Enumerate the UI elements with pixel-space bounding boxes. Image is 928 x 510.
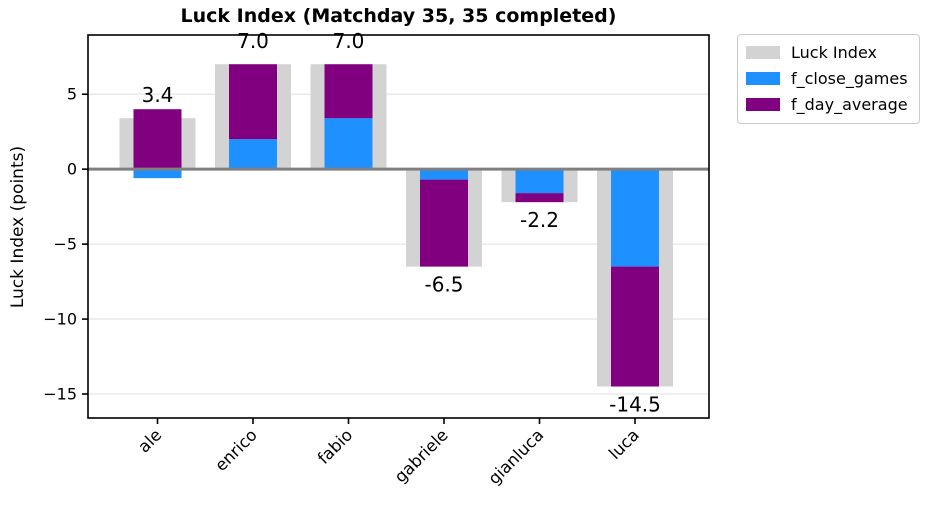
y-tick-label: −5	[53, 235, 77, 254]
plot-border	[87, 34, 710, 419]
f-day-average-legend-swatch	[746, 98, 780, 111]
luck-index-legend-swatch	[746, 46, 780, 59]
f_close_games-bar-fabio	[324, 118, 373, 170]
x-tick-label-ale: ale	[134, 425, 165, 456]
f_close_games-bar-gianluca	[515, 169, 564, 194]
f_day_average-bar-enrico	[229, 64, 277, 140]
bar-value-label-luca: -14.5	[609, 393, 661, 417]
bar-value-label-enrico: 7.0	[237, 29, 269, 53]
bar-value-label-gabriele: -6.5	[424, 273, 463, 297]
f_day_average-bar-gabriele	[420, 179, 468, 267]
x-tick-label-luca: luca	[605, 425, 643, 463]
x-tick-label-enrico: enrico	[211, 425, 261, 475]
f_close_games-bar-ale	[133, 169, 182, 179]
x-tick-label-gabriele: gabriele	[391, 425, 452, 486]
y-tick-label: −15	[43, 385, 77, 404]
f_close_games-bar-luca	[611, 169, 659, 267]
legend-item-luck-index: Luck Index	[746, 43, 909, 62]
legend-item-f-close-games: f_close_games	[746, 69, 909, 88]
y-tick-label: 0	[67, 160, 77, 179]
f_close_games-bar-gabriele	[420, 169, 468, 180]
f_day_average-bar-gianluca	[515, 193, 564, 203]
f_day_average-bar-luca	[611, 266, 659, 387]
bar-value-label-gianluca: -2.2	[520, 208, 559, 232]
legend-label-f-day-average: f_day_average	[791, 95, 908, 114]
x-tick-label-gianluca: gianluca	[484, 425, 547, 488]
x-tick-label-fabio: fabio	[314, 425, 356, 467]
f_day_average-bar-ale	[133, 109, 182, 170]
y-tick-label: −10	[43, 310, 77, 329]
f_day_average-bar-fabio	[324, 64, 373, 119]
legend-label-luck-index: Luck Index	[791, 43, 877, 62]
y-tick-label: 5	[67, 85, 77, 104]
chart-title: Luck Index (Matchday 35, 35 completed)	[180, 5, 617, 27]
legend-item-f-day-average: f_day_average	[746, 95, 909, 114]
f_close_games-bar-enrico	[229, 139, 277, 170]
bar-value-label-ale: 3.4	[142, 83, 174, 107]
legend-label-f-close-games: f_close_games	[791, 69, 908, 88]
f-close-games-legend-swatch	[746, 72, 780, 85]
bar-value-label-fabio: 7.0	[333, 29, 365, 53]
legend: Luck Index f_close_games f_day_average	[737, 34, 920, 124]
